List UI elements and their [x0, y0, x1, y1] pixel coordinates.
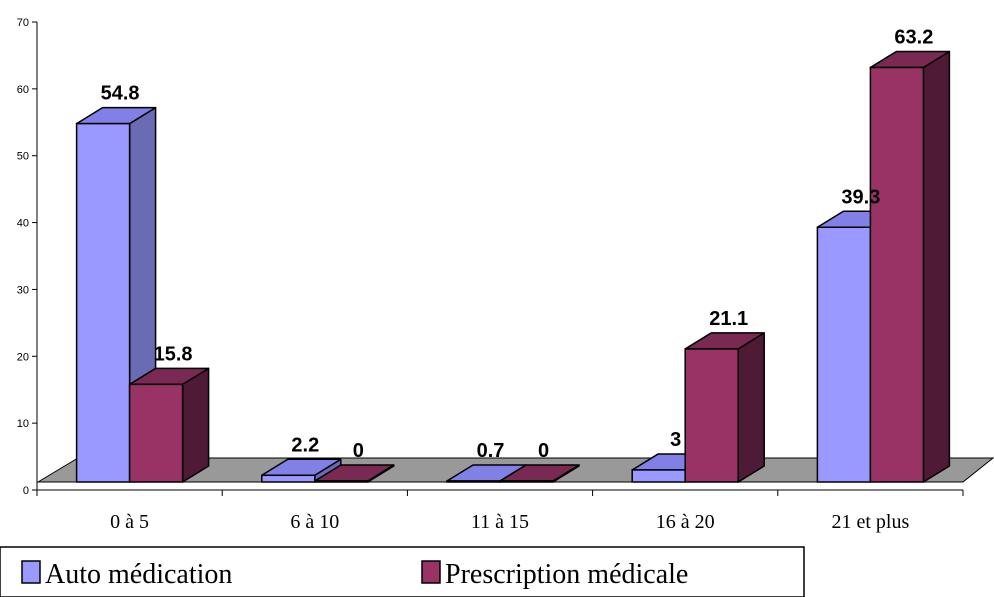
legend-label-auto-medication: Auto médication	[45, 559, 232, 590]
x-category-label: 21 et plus	[832, 511, 910, 533]
x-category-label: 6 à 10	[290, 511, 339, 533]
bar	[499, 464, 580, 483]
bar	[314, 464, 395, 483]
data-label: 0	[353, 440, 364, 462]
data-label: 21.1	[709, 308, 748, 330]
bar-front-face	[684, 348, 739, 483]
y-tick-label: 70	[17, 17, 29, 29]
bar-side-face	[181, 367, 210, 483]
legend-swatch-auto-medication	[21, 560, 41, 584]
data-label: 15.8	[154, 343, 193, 365]
chart-bars	[75, 50, 951, 483]
bar	[684, 332, 765, 483]
x-category-label: 16 à 20	[656, 511, 715, 533]
bar-front-face	[75, 122, 131, 483]
data-label: 3	[670, 429, 681, 451]
bar-front-face	[816, 226, 872, 483]
legend-swatch-prescription-medicale	[421, 560, 441, 584]
bar	[869, 50, 951, 483]
y-tick-label: 30	[17, 284, 29, 296]
bar-front-face	[128, 383, 184, 483]
data-label: 0	[538, 440, 549, 462]
x-category-label: 11 à 15	[471, 511, 529, 533]
data-label: 2.2	[291, 434, 319, 456]
chart-legend: Auto médication Prescription médicale	[0, 546, 805, 597]
data-label: 39.3	[841, 186, 880, 208]
bar-side-face	[737, 332, 765, 483]
bar-front-face	[499, 480, 554, 483]
legend-label-prescription-medicale: Prescription médicale	[445, 559, 688, 590]
data-label: 54.8	[101, 83, 140, 105]
y-tick-label: 40	[17, 218, 29, 230]
bar-front-face	[631, 469, 686, 483]
legend-box	[0, 546, 805, 597]
data-label: 63.2	[894, 26, 933, 48]
bar-front-face	[261, 474, 316, 483]
y-tick-label: 0	[23, 485, 29, 497]
x-category-label: 0 à 5	[110, 511, 149, 533]
y-tick-label: 50	[17, 151, 29, 163]
bar-front-face	[869, 66, 925, 483]
bar	[128, 367, 210, 483]
y-tick-label: 60	[17, 84, 29, 96]
bar-front-face	[446, 480, 501, 483]
y-tick-label: 10	[17, 418, 29, 430]
data-label: 0.7	[477, 440, 505, 462]
bar-front-face	[314, 480, 369, 483]
y-tick-label: 20	[17, 351, 29, 363]
chart-data-labels: 54.8 15.8 2.2 0 0.7 0 3 21.1 39.3 63.2	[101, 26, 934, 462]
bar-side-face	[922, 50, 951, 483]
